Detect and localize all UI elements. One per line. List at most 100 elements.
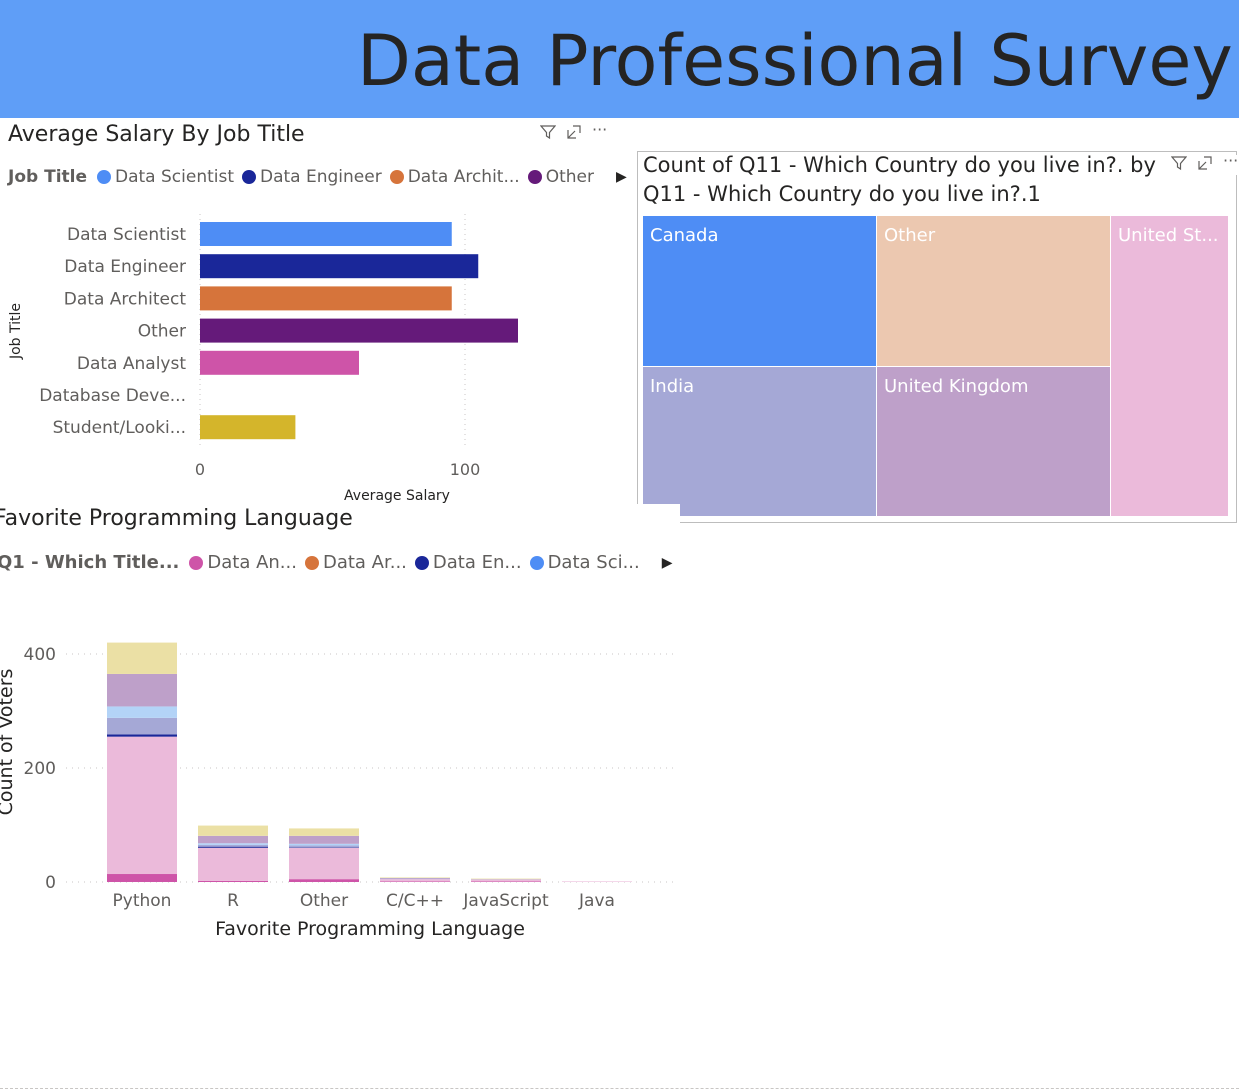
salary-bar — [200, 318, 518, 343]
treemap-cell-india[interactable]: India — [643, 367, 877, 517]
stacked-bar-segment — [289, 843, 359, 846]
page-bottom-divider — [0, 1088, 1239, 1089]
language-chart-title: Favorite Programming Language — [0, 506, 353, 531]
legend-item-data-engineer[interactable]: Data Engineer — [242, 167, 382, 187]
salary-legend: Job Title Data Scientist Data Engineer D… — [8, 167, 627, 187]
legend-item-data-architect[interactable]: Data Archit... — [389, 167, 520, 187]
y-category-label: Data Architect — [64, 289, 187, 309]
y-tick-label: 0 — [45, 873, 56, 893]
treemap-label: Canada — [650, 225, 719, 246]
y-category-label: Student/Looki... — [53, 418, 186, 438]
stacked-bar-segment — [289, 845, 359, 848]
legend-dot — [414, 555, 429, 570]
legend-dot — [529, 555, 544, 570]
stacked-bar-segment — [471, 881, 541, 882]
stacked-bar-segment — [380, 879, 450, 882]
legend-label: Data Scientist — [115, 167, 234, 187]
filter-icon[interactable] — [539, 124, 557, 144]
stacked-bar-segment — [107, 717, 177, 735]
treemap-cell-other[interactable]: Other — [877, 216, 1111, 367]
x-tick-label: 100 — [450, 460, 481, 479]
page-title: Data Professional Survey Visualization — [357, 20, 1239, 102]
treemap-label: Other — [884, 225, 936, 246]
y-category-label: Other — [138, 322, 186, 342]
y-tick-label: 200 — [24, 759, 56, 779]
stacked-bar-segment — [380, 878, 450, 879]
salary-legend-title: Job Title — [8, 167, 87, 187]
language-legend: Q1 - Which Title... Data An... Data Ar..… — [0, 552, 673, 573]
salary-visual[interactable]: Average Salary By Job Title ··· Job Titl… — [0, 118, 627, 504]
salary-bar — [200, 222, 452, 246]
legend-dot — [97, 170, 111, 184]
x-axis-title: Average Salary — [344, 488, 450, 504]
treemap-label: United St... — [1118, 225, 1219, 246]
legend-next-arrow-icon[interactable]: ▶ — [661, 554, 673, 571]
legend-label: Data Engineer — [260, 167, 382, 187]
legend-item-data-scientist[interactable]: Data Scientist — [97, 167, 234, 187]
language-legend-title: Q1 - Which Title... — [0, 552, 180, 573]
stacked-bar-segment — [198, 835, 268, 844]
legend-label: Data Archit... — [407, 167, 520, 187]
y-axis-title: Count of Voters — [0, 669, 17, 816]
salary-bar — [200, 286, 452, 311]
y-category-label: Data Scientist — [67, 225, 186, 245]
country-chart-title-line2: Q11 - Which Country do you live in?.1 — [643, 182, 1041, 206]
filter-icon[interactable] — [1170, 155, 1188, 175]
stacked-bar-segment — [289, 847, 359, 880]
more-options-icon[interactable]: ··· — [592, 120, 608, 139]
y-category-label: Database Deve... — [39, 386, 186, 406]
language-stacked-bar-chart: 0 200 400 Python R Other C/C++ JavaScript Java Fa… — [0, 642, 675, 940]
legend-item-other[interactable]: Other — [527, 167, 594, 187]
treemap-cell-canada[interactable]: Canada — [643, 216, 877, 367]
x-category-label: R — [227, 891, 239, 911]
salary-bar-chart: 0 100 Data Scientist Data Engineer Data Arch… — [8, 214, 518, 504]
legend-dot — [242, 170, 256, 184]
legend-dot — [527, 170, 542, 184]
x-category-label: Java — [578, 891, 615, 911]
stacked-bar-segment — [380, 877, 450, 879]
legend-item-data-scientist[interactable]: Data Sci... — [529, 552, 640, 573]
y-category-label: Data Engineer — [64, 257, 186, 277]
focus-mode-icon[interactable] — [566, 124, 582, 144]
more-options-icon[interactable]: ··· — [1223, 151, 1239, 170]
focus-mode-icon[interactable] — [1197, 155, 1213, 175]
legend-label: Data Ar... — [322, 552, 407, 573]
stacked-bar-segment — [289, 847, 359, 848]
stacked-bar-segment — [198, 843, 268, 845]
salary-bar — [200, 350, 359, 375]
salary-bar — [200, 415, 296, 440]
legend-label: Other — [545, 167, 594, 187]
title-banner: Data Professional Survey Visualization — [0, 0, 1239, 118]
y-category-label: Data Analyst — [77, 354, 186, 374]
treemap-label: India — [650, 376, 695, 397]
stacked-bar-segment — [289, 835, 359, 844]
legend-next-arrow-icon[interactable]: ▶ — [615, 169, 627, 185]
stacked-bar-segment — [107, 874, 177, 882]
country-visual[interactable]: Count of Q11 - Which Country do you live… — [637, 151, 1239, 523]
stacked-bar-segment — [198, 847, 268, 881]
legend-label: Data Sci... — [547, 552, 640, 573]
stacked-bar-segment — [471, 878, 541, 880]
legend-label: Data An... — [207, 552, 297, 573]
treemap-cell-united-states[interactable]: United St... — [1111, 216, 1229, 517]
x-category-label: Python — [113, 891, 172, 911]
treemap-cell-united-kingdom[interactable]: United Kingdom — [877, 367, 1111, 517]
y-axis-title: Job Title — [8, 303, 24, 360]
legend-dot — [189, 555, 204, 570]
stacked-bar-segment — [198, 880, 268, 882]
x-category-label: JavaScript — [462, 891, 549, 911]
salary-chart-title: Average Salary By Job Title — [8, 122, 305, 147]
legend-dot — [304, 555, 319, 570]
x-category-label: Other — [300, 891, 348, 911]
treemap-label: United Kingdom — [884, 376, 1029, 397]
stacked-bar-segment — [198, 844, 268, 847]
y-tick-label: 400 — [24, 645, 56, 665]
stacked-bar-segment — [107, 734, 177, 737]
stacked-bar-segment — [107, 706, 177, 718]
legend-item-data-analyst[interactable]: Data An... — [189, 552, 297, 573]
x-axis-title: Favorite Programming Language — [215, 918, 525, 940]
legend-item-data-architect[interactable]: Data Ar... — [304, 552, 407, 573]
legend-item-data-engineer[interactable]: Data En... — [414, 552, 522, 573]
country-chart-title-line1: Count of Q11 - Which Country do you live… — [643, 153, 1156, 177]
language-visual[interactable]: Favorite Programming Language Q1 - Which… — [0, 504, 680, 950]
